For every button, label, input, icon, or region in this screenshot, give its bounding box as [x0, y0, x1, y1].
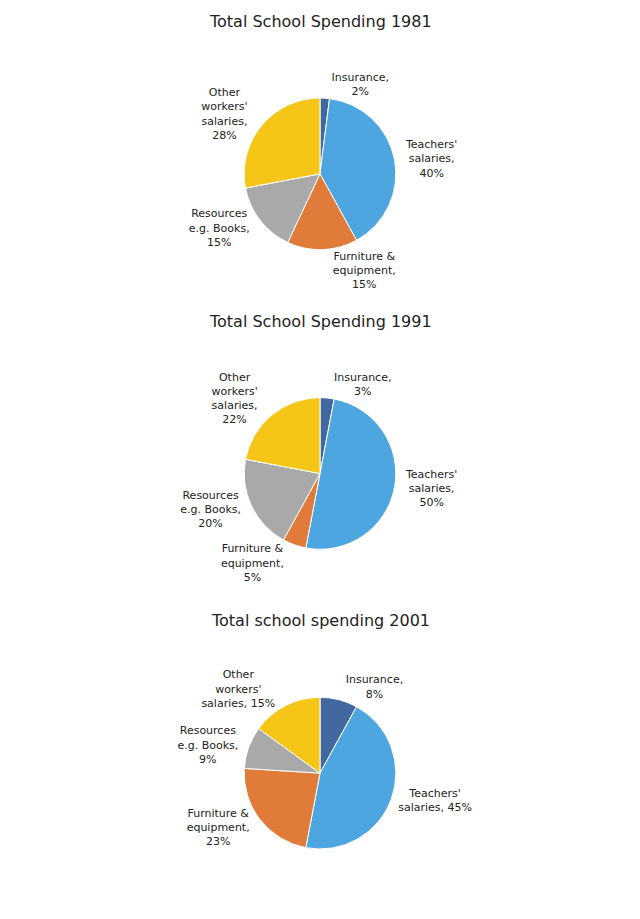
- svg-text:Furniture &equipment,5%: Furniture &equipment,5%: [221, 542, 284, 584]
- svg-text:Total school spending 2001: Total school spending 2001: [211, 611, 430, 630]
- svg-text:Resourcese.g. Books,15%: Resourcese.g. Books,15%: [189, 207, 250, 249]
- svg-text:Furniture &equipment,15%: Furniture &equipment,15%: [333, 250, 396, 292]
- svg-text:Insurance,2%: Insurance,2%: [332, 71, 389, 98]
- svg-text:Teachers'salaries,40%: Teachers'salaries,40%: [405, 138, 457, 180]
- svg-text:Resourcese.g. Books,20%: Resourcese.g. Books,20%: [180, 489, 241, 531]
- svg-text:Insurance,3%: Insurance,3%: [334, 371, 391, 398]
- svg-text:Total School Spending 1981: Total School Spending 1981: [209, 12, 432, 31]
- svg-text:Insurance,8%: Insurance,8%: [346, 673, 403, 700]
- svg-text:Otherworkers'salaries,28%: Otherworkers'salaries,28%: [201, 86, 247, 142]
- svg-text:Teachers'salaries,50%: Teachers'salaries,50%: [405, 468, 457, 510]
- svg-text:Otherworkers'salaries,22%: Otherworkers'salaries,22%: [211, 371, 257, 427]
- svg-text:Teachers'salaries, 45%: Teachers'salaries, 45%: [398, 787, 472, 814]
- svg-text:Resourcese.g. Books,9%: Resourcese.g. Books,9%: [177, 724, 238, 766]
- svg-text:Furniture &equipment,23%: Furniture &equipment,23%: [187, 807, 250, 849]
- svg-text:Total School Spending 1991: Total School Spending 1991: [209, 312, 432, 331]
- svg-text:Otherworkers'salaries, 15%: Otherworkers'salaries, 15%: [201, 668, 275, 710]
